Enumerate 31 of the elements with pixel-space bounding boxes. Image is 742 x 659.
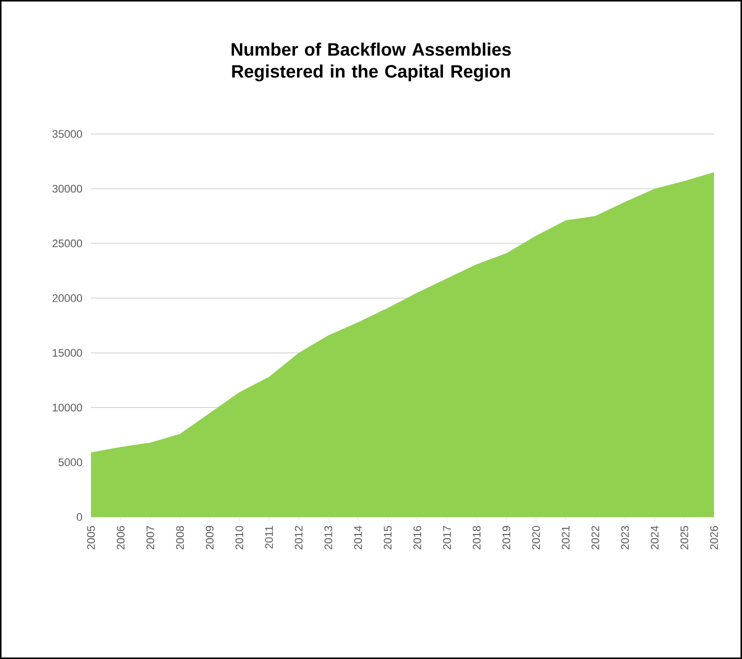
x-tick-label: 2007	[146, 526, 154, 550]
x-tick-label: 2025	[680, 526, 688, 550]
y-tick-label: 35000	[52, 130, 82, 138]
y-tick-label: 10000	[52, 404, 82, 412]
x-tick-label: 2014	[354, 526, 362, 550]
x-tick-label: 2016	[413, 526, 422, 550]
x-tick-label: 2010	[235, 526, 244, 550]
x-tick-label: 2009	[206, 526, 214, 550]
x-tick-label: 2011	[265, 526, 273, 549]
y-tick-label: 15000	[52, 348, 82, 357]
x-tick-label: 2018	[472, 526, 481, 550]
chart-title: Number of Backflow Assemblies Registered in the Capital Region	[232, 42, 511, 82]
x-tick-label: 2008	[176, 526, 184, 550]
x-tick-label: 2021	[562, 526, 570, 550]
x-tick-label: 2013	[324, 526, 332, 550]
x-tick-label: 2023	[621, 526, 629, 550]
x-tick-label: 2015	[384, 526, 392, 550]
y-tick-label: 30000	[52, 184, 82, 193]
x-tick-label: 2012	[294, 526, 303, 550]
x-tick-label: 2017	[443, 526, 451, 550]
x-tick-label: 2026	[710, 526, 718, 550]
y-tick-label: 25000	[52, 240, 82, 248]
x-tick-label: 2005	[87, 526, 95, 550]
y-tick-label: 20000	[52, 294, 82, 302]
x-tick-label: 2024	[650, 526, 659, 550]
x-tick-label: 2022	[591, 526, 600, 550]
y-tick-label: 0	[76, 513, 82, 521]
x-tick-label: 2019	[502, 526, 510, 550]
x-tick-label: 2020	[532, 526, 540, 550]
x-tick-label: 2006	[116, 526, 125, 550]
y-tick-label: 5000	[58, 458, 82, 466]
